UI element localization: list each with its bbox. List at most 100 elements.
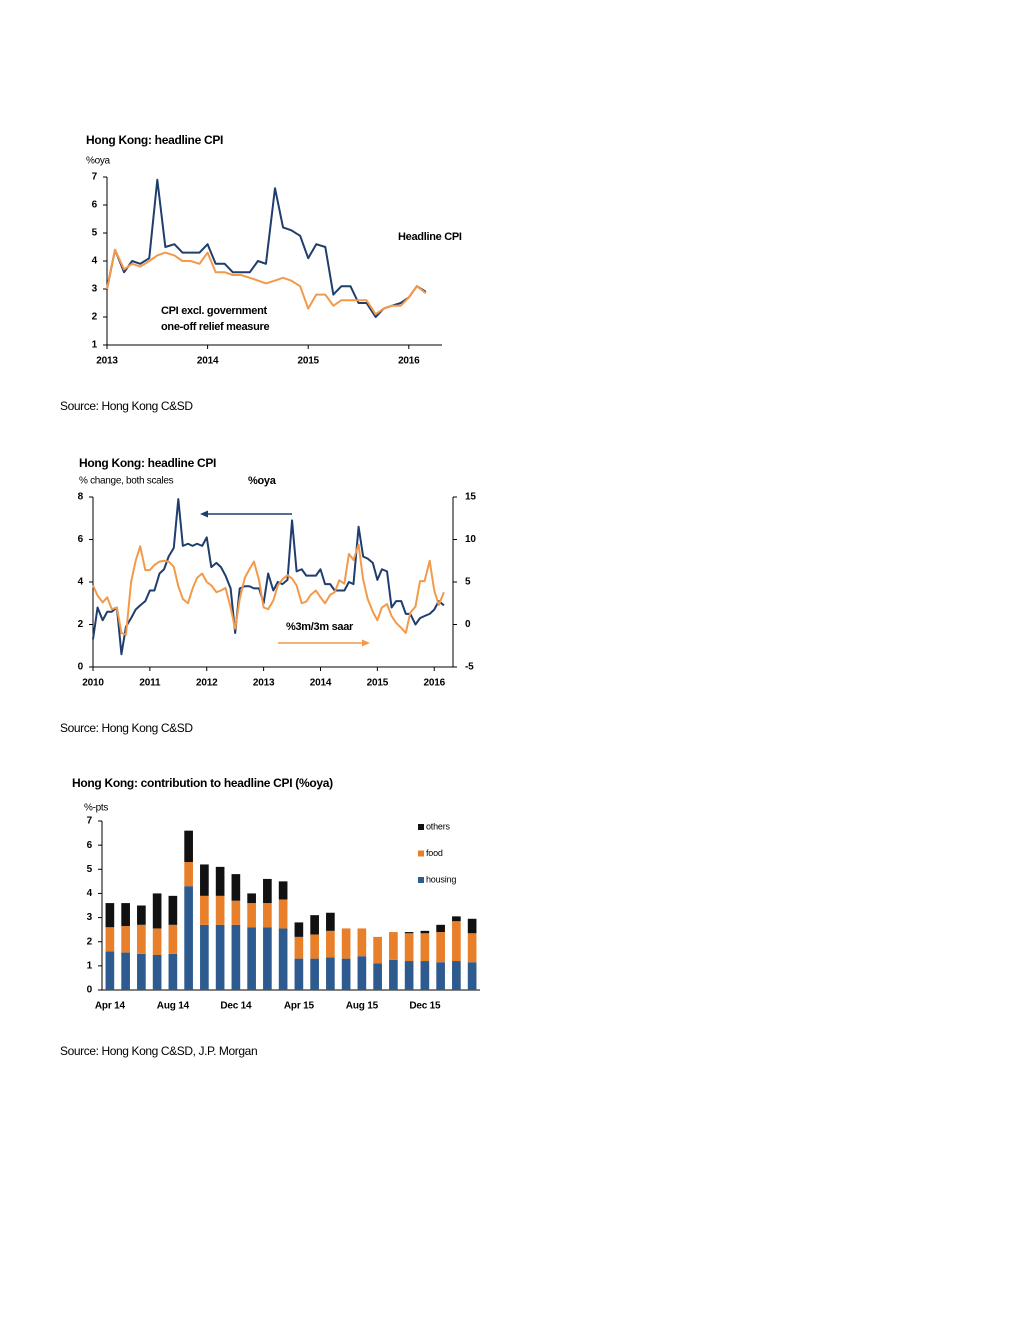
legend-label: food [426, 848, 443, 858]
bar-segment [294, 922, 304, 937]
y-tick-label: 4 [87, 888, 93, 899]
bar-segment [404, 961, 414, 990]
chart-title: Hong Kong: headline CPI [79, 456, 216, 470]
bar-segment [200, 924, 209, 990]
bar-segment [278, 928, 288, 990]
bar-segment [357, 956, 367, 990]
x-tick-label: Dec 15 [409, 1001, 441, 1012]
y-tick-label: 8 [78, 492, 84, 503]
bar-segment [404, 933, 414, 962]
y-tick-label: 2 [87, 936, 93, 947]
bar-segment [310, 934, 319, 959]
bar-segment [215, 924, 225, 990]
x-tick-label: Apr 14 [95, 1001, 126, 1012]
bar-segment [294, 958, 304, 990]
bar-segment [105, 903, 115, 928]
series-label: %3m/3m saar [286, 621, 354, 633]
bar-segment [326, 957, 335, 990]
bar-segment [436, 962, 445, 990]
bar-segment [341, 958, 351, 990]
bar-segment [137, 953, 146, 990]
bar-segment [263, 878, 272, 904]
y-tick-label: 1 [92, 340, 98, 351]
y-tick-label: 6 [78, 534, 84, 545]
y-tick-label: 3 [92, 284, 98, 295]
bar-segment [247, 893, 256, 904]
y2-tick-label: 15 [465, 492, 476, 503]
x-tick-label: Apr 15 [284, 1001, 315, 1012]
bar-segment [168, 953, 178, 990]
x-tick-label: 2013 [96, 356, 118, 367]
arrow-head [362, 639, 370, 647]
bar-segment [168, 895, 178, 925]
bar-segment [389, 932, 398, 960]
bar-segment [310, 915, 319, 935]
bar-segment [184, 830, 193, 863]
legend-swatch [418, 824, 424, 830]
bar-segment [452, 916, 461, 922]
series-label: Headline CPI [398, 231, 462, 243]
bar-segment [373, 963, 382, 990]
bar-segment [452, 921, 461, 962]
bar-segment [389, 959, 398, 990]
bar-segment [310, 958, 319, 990]
bar-segment [263, 927, 272, 990]
series-label: %oya [248, 475, 276, 487]
bar-segment [420, 961, 430, 990]
bar-segment [200, 895, 209, 925]
y2-tick-label: 10 [465, 534, 476, 545]
bar-segment [247, 903, 256, 928]
series-line [106, 178, 427, 318]
y-tick-label: 2 [78, 619, 84, 630]
bar-segment [215, 866, 225, 896]
bar-segment [467, 962, 477, 990]
bar-segment [357, 928, 367, 957]
bar-segment [105, 927, 115, 952]
bar-segment [404, 932, 414, 934]
legend-swatch [418, 850, 424, 857]
y-tick-label: 0 [87, 985, 93, 996]
y-tick-label: 4 [78, 577, 84, 588]
x-tick-label: 2013 [253, 678, 275, 689]
x-tick-label: Dec 14 [220, 1001, 252, 1012]
y-tick-label: 3 [87, 912, 93, 923]
bar-segment [326, 912, 335, 931]
series-line [106, 248, 427, 316]
arrow-head [200, 510, 208, 518]
bar-segment [121, 903, 130, 927]
legend-label: housing [426, 874, 456, 884]
y-tick-label: 7 [92, 172, 98, 183]
bar-segment [184, 862, 193, 887]
bar-segment [215, 895, 225, 925]
bar-segment [231, 900, 241, 925]
bar-segment [420, 930, 430, 934]
source-note: Source: Hong Kong C&SD [60, 721, 193, 735]
bar-segment [137, 905, 146, 925]
bar-segment [278, 899, 288, 929]
bar-segment [231, 874, 241, 901]
chart-title: Hong Kong: contribution to headline CPI … [72, 776, 333, 790]
x-tick-label: 2011 [139, 678, 161, 689]
x-tick-label: Aug 14 [157, 1001, 190, 1012]
x-tick-label: Aug 15 [346, 1001, 379, 1012]
y-tick-label: 0 [78, 662, 84, 673]
x-tick-label: 2016 [424, 678, 446, 689]
y-tick-label: 2 [92, 312, 98, 323]
bar-segment [200, 864, 209, 896]
bar-segment [436, 932, 445, 963]
source-note: Source: Hong Kong C&SD [60, 399, 193, 413]
bar-segment [152, 954, 162, 990]
y-tick-label: 7 [87, 816, 93, 827]
y2-tick-label: 0 [465, 619, 471, 630]
bar-segment [105, 951, 115, 990]
legend-swatch [418, 877, 424, 883]
y-tick-label: 4 [92, 256, 98, 267]
x-tick-label: 2014 [197, 356, 219, 367]
x-tick-label: 2010 [82, 678, 104, 689]
legend-label: others [426, 821, 451, 831]
bar-segment [137, 924, 146, 954]
bar-segment [436, 924, 445, 933]
bar-segment [184, 886, 193, 990]
